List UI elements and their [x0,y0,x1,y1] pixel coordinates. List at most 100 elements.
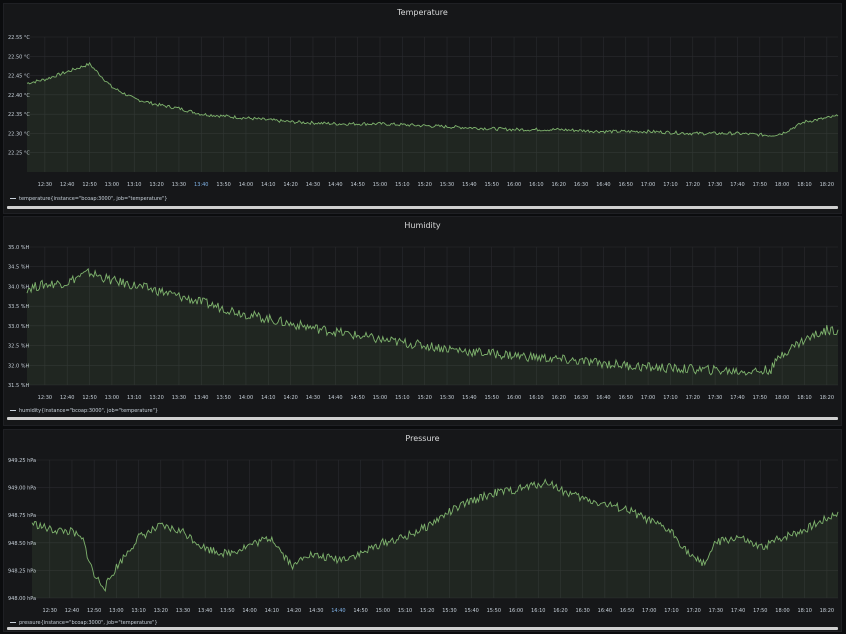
legend-label: humidity{instance="bcoap:3000", job="tem… [19,408,159,414]
x-tick-label: 14:50 [350,182,364,188]
x-tick-label: 13:00 [105,395,119,401]
x-tick-label: 16:30 [574,182,588,188]
x-tick-label: 15:50 [484,182,498,188]
x-tick-label: 18:10 [797,182,811,188]
x-tick-label: 17:50 [753,182,767,188]
x-tick-label: 14:00 [239,395,253,401]
x-tick-label: 18:00 [775,395,789,401]
x-tick-label: 18:00 [775,608,789,614]
y-tick-label: 948.00 hPa [8,596,36,602]
x-tick-label: 16:00 [507,395,521,401]
y-tick-label: 949.25 hPa [8,458,36,464]
x-tick-label: 12:50 [82,395,96,401]
x-tick-label: 17:00 [641,182,655,188]
x-tick-label: 16:50 [620,608,634,614]
x-tick-label: 15:30 [440,395,454,401]
y-tick-label: 33.5 %H [8,304,29,310]
x-tick-label: 17:20 [686,608,700,614]
x-tick-label: 17:10 [663,182,677,188]
series-area [32,479,838,598]
y-tick-label: 22.35 °C [8,112,30,118]
y-tick-label: 32.0 %H [8,363,29,369]
x-tick-label: 17:10 [664,608,678,614]
legend-swatch [10,410,16,411]
y-tick-label: 22.50 °C [8,54,30,60]
legend-swatch [10,198,16,199]
x-tick-label: 16:20 [552,395,566,401]
x-tick-label: 12:40 [65,608,79,614]
horizontal-scrollbar[interactable] [7,206,838,209]
panel-title[interactable]: Temperature [397,8,448,17]
x-tick-label: 14:30 [306,395,320,401]
x-tick-label: 15:10 [398,608,412,614]
x-tick-label: 15:30 [440,182,454,188]
x-tick-label: 13:10 [131,608,145,614]
x-tick-label: 16:10 [529,182,543,188]
x-tick-label: 12:30 [43,608,57,614]
x-tick-label: 18:20 [820,182,834,188]
y-tick-label: 948.75 hPa [8,513,36,519]
x-tick-label: 13:20 [149,395,163,401]
x-tick-label: 16:30 [575,608,589,614]
legend-item[interactable]: humidity{instance="bcoap:3000", job="tem… [7,406,158,416]
x-tick-label: 12:50 [82,182,96,188]
legend-item[interactable]: temperature{instance="bcoap:3000", job="… [7,194,167,204]
series-area [27,268,838,385]
legend-item[interactable]: pressure{instance="bcoap:3000", job="tem… [7,618,158,628]
x-tick-label: 12:40 [60,395,74,401]
x-tick-label: 18:00 [775,182,789,188]
series-line [26,61,839,137]
pressure-chart: 948.00 hPa 948.25 hPa 948.50 hPa 948.75 hPa… [8,458,839,614]
pressure-panel: Pressure 948.00 hPa 948.25 hPa 948.50 hPa 9… [3,429,842,632]
x-tick-label: 13:10 [127,182,141,188]
x-tick-label: 14:40 [328,182,342,188]
x-tick-label: 18:10 [797,395,811,401]
x-tick-label: 15:40 [464,608,478,614]
y-tick-label: 34.0 %H [8,284,29,290]
x-tick-label: 16:20 [552,182,566,188]
humidity-panel: Humidity 31.5 %H 32.0 %H 32.5 %H 33.0 %H 33.… [3,216,842,426]
x-tick-label: 18:10 [797,608,811,614]
x-tick-label: 15:20 [417,182,431,188]
x-tick-label: 12:50 [87,608,101,614]
x-tick-label: 14:40 [331,608,345,614]
y-tick-label: 22.25 °C [8,151,30,157]
y-tick-label: 22.40 °C [8,93,30,99]
x-tick-label: 14:10 [261,182,275,188]
x-tick-label: 13:40 [194,182,208,188]
x-tick-label: 16:20 [553,608,567,614]
x-tick-label: 16:10 [531,608,545,614]
x-tick-label: 17:10 [663,395,677,401]
x-tick-label: 16:00 [509,608,523,614]
x-tick-label: 13:30 [172,395,186,401]
horizontal-scrollbar[interactable] [7,417,838,420]
x-tick-label: 13:50 [220,608,234,614]
x-tick-label: 13:50 [216,182,230,188]
y-tick-label: 22.45 °C [8,74,30,80]
x-tick-label: 16:40 [596,182,610,188]
x-tick-label: 17:00 [641,395,655,401]
x-tick-label: 16:40 [596,395,610,401]
x-tick-label: 17:50 [753,395,767,401]
x-tick-label: 12:30 [38,395,52,401]
x-tick-label: 13:30 [172,182,186,188]
x-tick-label: 15:10 [395,395,409,401]
x-tick-label: 15:20 [417,395,431,401]
x-tick-label: 14:10 [265,608,279,614]
x-tick-label: 14:30 [306,182,320,188]
x-tick-label: 18:20 [820,395,834,401]
legend-label: pressure{instance="bcoap:3000", job="tem… [19,620,158,626]
y-tick-label: 948.25 hPa [8,568,36,574]
horizontal-scrollbar[interactable] [7,627,838,630]
y-tick-label: 22.55 °C [8,35,30,41]
x-tick-label: 12:30 [38,182,52,188]
x-tick-label: 17:30 [709,608,723,614]
x-tick-label: 17:20 [686,182,700,188]
x-tick-label: 13:50 [216,395,230,401]
panel-title[interactable]: Pressure [405,434,440,443]
x-tick-label: 13:20 [149,182,163,188]
x-tick-label: 13:40 [194,395,208,401]
panel-title[interactable]: Humidity [404,221,441,230]
temperature-panel: Temperature 22.25 °C 22.30 °C 22.35 °C 22.4… [3,3,842,214]
humidity-chart: 31.5 %H 32.0 %H 32.5 %H 33.0 %H 33.5 %H 34.0 … [8,245,839,401]
